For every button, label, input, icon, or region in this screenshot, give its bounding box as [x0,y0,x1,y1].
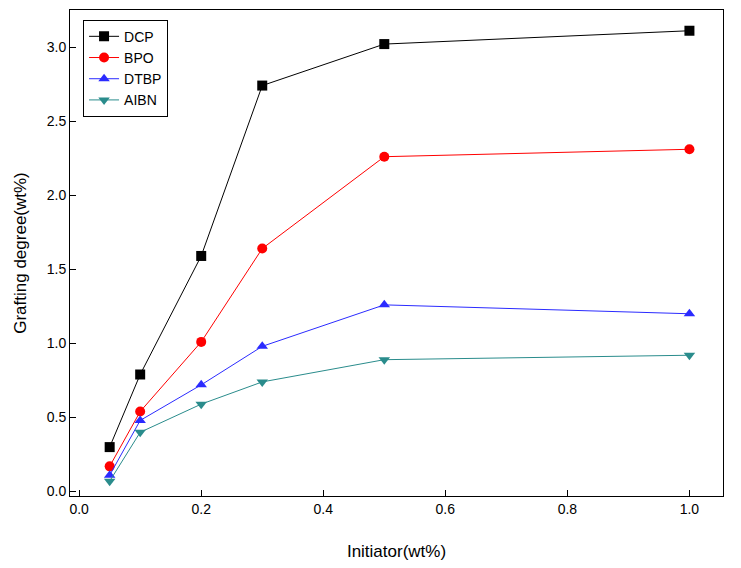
svg-text:Grafting degree(wt%): Grafting degree(wt%) [11,172,30,334]
svg-text:0.5: 0.5 [47,409,67,425]
svg-text:2.5: 2.5 [47,113,67,129]
svg-text:1.5: 1.5 [47,261,67,277]
svg-text:1.0: 1.0 [680,501,700,517]
svg-text:0.6: 0.6 [436,501,456,517]
svg-text:0.4: 0.4 [314,501,334,517]
svg-text:0.2: 0.2 [191,501,211,517]
svg-text:DCP: DCP [124,29,154,45]
svg-text:0.0: 0.0 [69,501,89,517]
svg-text:BPO: BPO [124,50,154,66]
svg-text:AIBN: AIBN [124,92,157,108]
svg-text:0.0: 0.0 [47,483,67,499]
svg-text:3.0: 3.0 [47,39,67,55]
svg-text:0.8: 0.8 [558,501,578,517]
svg-text:1.0: 1.0 [47,335,67,351]
svg-text:DTBP: DTBP [124,71,161,87]
svg-text:2.0: 2.0 [47,187,67,203]
svg-text:Initiator(wt%): Initiator(wt%) [347,542,446,561]
